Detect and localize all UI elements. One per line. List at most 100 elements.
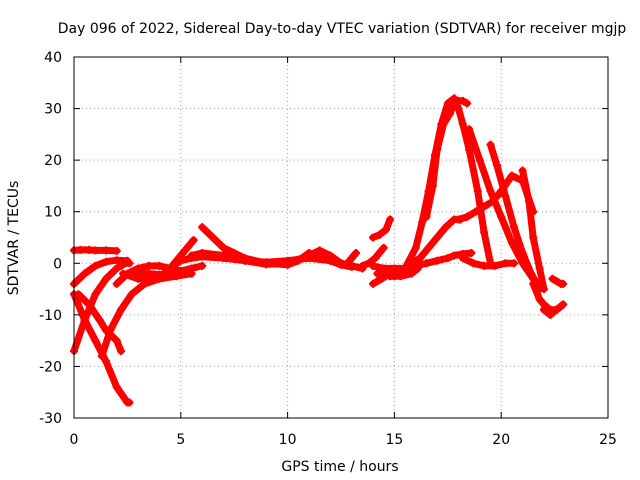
data-point (492, 161, 501, 170)
data-point (379, 264, 388, 273)
data-point (112, 264, 121, 273)
data-point (91, 290, 100, 299)
data-point (510, 223, 519, 232)
data-point (559, 300, 568, 309)
data-point (102, 274, 111, 283)
data-point (369, 233, 378, 242)
data-point (413, 264, 422, 273)
data-point (475, 156, 484, 165)
data-point (187, 251, 196, 260)
data-point (433, 233, 442, 242)
data-point (418, 218, 427, 227)
data-point (548, 274, 557, 283)
data-point (379, 243, 388, 252)
data-point (535, 295, 544, 304)
data-point (375, 248, 384, 257)
data-point (373, 269, 382, 278)
data-point (552, 277, 561, 286)
data-point (112, 383, 121, 392)
data-point (490, 261, 499, 270)
data-point (371, 254, 380, 263)
data-point (80, 269, 89, 278)
data-point (471, 207, 480, 216)
series-arc-p (369, 215, 394, 241)
data-point (351, 248, 360, 257)
data-point (507, 171, 516, 180)
data-point (106, 326, 115, 335)
x-tick-label: 10 (279, 432, 297, 448)
y-axis-label: SDTVAR / TECUs (6, 181, 22, 296)
data-point (326, 251, 335, 260)
data-point (428, 181, 437, 190)
data-point (529, 233, 538, 242)
data-point (458, 254, 467, 263)
x-axis-label: GPS time / hours (281, 459, 398, 475)
data-point (95, 316, 104, 325)
x-tick-label: 20 (492, 432, 510, 448)
data-point (119, 269, 128, 278)
data-point (422, 259, 431, 268)
x-tick-label: 25 (599, 432, 617, 448)
y-tick-label: 10 (44, 205, 62, 221)
y-tick-label: 40 (44, 50, 62, 66)
data-point (155, 261, 164, 270)
data-point (433, 256, 442, 265)
data-point (358, 261, 367, 270)
data-point (262, 260, 271, 269)
data-point (458, 120, 467, 129)
data-point (112, 336, 121, 345)
data-point (166, 264, 175, 273)
data-point (183, 243, 192, 252)
plot-frame (73, 56, 609, 419)
data-point (240, 256, 249, 265)
data-point (369, 261, 378, 270)
data-point (416, 254, 425, 263)
data-point (401, 264, 410, 273)
chart-title: Day 096 of 2022, Sidereal Day-to-day VTE… (58, 21, 627, 37)
data-point (501, 259, 510, 268)
data-point (463, 212, 472, 221)
data-point (127, 290, 136, 299)
data-point (465, 125, 474, 134)
x-axis-ticks: 0 5 10 15 20 25 (70, 57, 617, 448)
data-point (539, 285, 548, 294)
data-point (381, 225, 390, 234)
data-point (112, 256, 121, 265)
data-point (422, 212, 431, 221)
data-point (369, 279, 378, 288)
data-point (450, 251, 459, 260)
y-axis-ticks: -30 -20 -10 0 10 20 30 40 (39, 50, 608, 427)
data-point (343, 259, 352, 268)
data-point (465, 145, 474, 154)
data-point (76, 245, 85, 254)
data-point (144, 261, 153, 270)
data-point (463, 99, 472, 108)
data-point (219, 243, 228, 252)
data-point (189, 236, 198, 245)
data-point (527, 269, 536, 278)
y-tick-label: -10 (39, 308, 62, 324)
data-point (375, 230, 384, 239)
data-point (91, 261, 100, 270)
data-point (84, 300, 93, 309)
data-point (486, 187, 495, 196)
data-point (411, 243, 420, 252)
data-point (473, 187, 482, 196)
data-point (486, 140, 495, 149)
data-point (112, 279, 121, 288)
data-point (159, 269, 168, 278)
y-tick-label: -30 (39, 411, 62, 427)
data-point (198, 248, 207, 257)
data-point (219, 251, 228, 260)
x-tick-label: 5 (176, 432, 185, 448)
data-point (454, 215, 463, 224)
data-point (187, 264, 196, 273)
series-arc-ad (540, 301, 567, 319)
data-point (198, 223, 207, 232)
data-point (450, 99, 459, 108)
data-point (198, 261, 207, 270)
data-point (445, 109, 454, 118)
data-point (396, 269, 405, 278)
data-series (70, 94, 568, 407)
data-point (518, 248, 527, 257)
